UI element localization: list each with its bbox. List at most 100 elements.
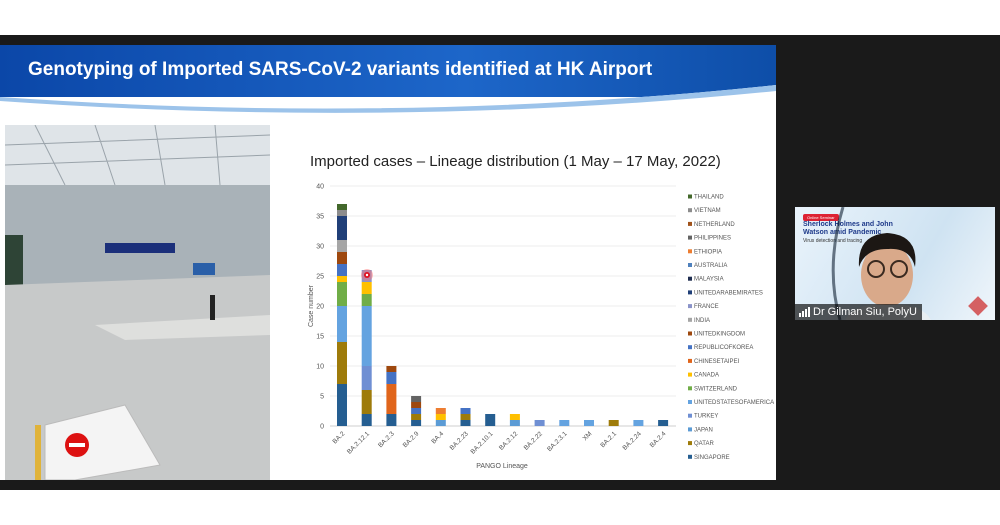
legend-label: SWITZERLAND — [694, 386, 738, 392]
x-tick-label: BA.2.12.1 — [346, 430, 371, 455]
legend-label: REPUBLICOFKOREA — [694, 345, 753, 351]
bar-segment — [633, 420, 644, 426]
bar-segment — [411, 408, 422, 414]
y-tick-label: 5 — [320, 394, 324, 401]
x-tick-label: BA.4 — [430, 430, 445, 445]
bar-segment — [337, 342, 347, 384]
x-tick-label: BA.2.3.1 — [546, 430, 569, 453]
background-badge: Online Seminar — [803, 214, 839, 221]
legend-label: CHINESETAIPEI — [694, 359, 740, 365]
bar-segment — [337, 210, 347, 216]
bar-segment — [559, 420, 570, 426]
legend-label: INDIA — [694, 318, 710, 324]
legend-swatch — [688, 413, 692, 418]
legend-label: NETHERLAND — [694, 222, 735, 228]
legend-label: UNITEDARABEMIRATES — [694, 290, 763, 296]
legend-swatch — [688, 194, 692, 199]
legend-label: PHILIPPINES — [694, 236, 731, 242]
bar-segment — [411, 396, 422, 402]
legend-label: UNITEDSTATESOFAMERICA — [694, 400, 774, 406]
legend-swatch — [688, 400, 692, 404]
bar-segment — [361, 282, 372, 294]
background-subtitle: Virus detection and tracing — [803, 238, 863, 244]
x-tick-label: BA.2 — [331, 430, 346, 445]
bar-segment — [337, 252, 347, 264]
legend-swatch — [688, 249, 692, 254]
bar-segment — [509, 420, 520, 426]
y-tick-label: 30 — [316, 244, 324, 251]
background-title: Sherlock Holmes and John Watson amid Pan… — [803, 221, 893, 236]
legend-swatch — [688, 317, 692, 322]
bar-segment — [608, 420, 619, 426]
bar-segment — [435, 408, 446, 414]
y-tick-label: 20 — [316, 304, 324, 311]
legend-label: TURKEY — [694, 414, 718, 420]
x-tick-label: BA.2.22 — [523, 430, 545, 452]
bar-segment — [509, 414, 520, 420]
bar-segment — [460, 414, 471, 420]
bar-segment — [534, 420, 545, 426]
bar-segment — [435, 420, 446, 426]
legend-swatch — [688, 427, 692, 432]
bar-segment — [658, 420, 669, 426]
legend-label: FRANCE — [694, 304, 719, 310]
bar-segment — [337, 216, 347, 240]
legend-label: SINGAPORE — [694, 455, 730, 461]
bar-segment — [411, 420, 422, 426]
legend-swatch — [688, 304, 692, 309]
bar-segment — [460, 420, 471, 426]
x-tick-label: BA.2.23 — [449, 430, 471, 452]
bar-segment — [361, 306, 372, 366]
signal-strength-icon — [799, 307, 810, 317]
participant-name: Dr Gilman Siu, PolyU — [813, 306, 917, 318]
bar-segment — [361, 414, 372, 426]
legend-label: ETHIOPIA — [694, 249, 722, 255]
bar-segment — [361, 390, 372, 414]
legend-label: JAPAN — [694, 427, 713, 433]
bar-segment — [460, 408, 471, 414]
bar-segment — [386, 414, 397, 426]
legend-swatch — [688, 208, 692, 213]
bar-segment — [337, 384, 347, 426]
legend-swatch — [688, 454, 692, 459]
bar-segment — [386, 366, 397, 372]
header-swoosh — [0, 85, 776, 125]
legend-swatch — [688, 331, 692, 336]
legend-swatch — [688, 386, 692, 391]
y-tick-label: 15 — [316, 334, 324, 341]
bar-segment — [361, 366, 372, 390]
cursor-pointer — [361, 269, 373, 281]
bar-segment — [386, 372, 397, 384]
legend-swatch — [688, 276, 692, 281]
bar-segment — [361, 294, 372, 306]
bar-segment — [337, 276, 347, 282]
participant-name-label: Dr Gilman Siu, PolyU — [795, 304, 922, 320]
slide-title: Genotyping of Imported SARS-CoV-2 varian… — [28, 59, 653, 80]
bar-segment — [337, 264, 347, 276]
x-axis-label: PANGO Lineage — [476, 463, 528, 470]
bar-segment — [386, 384, 397, 414]
x-tick-label: BA.2.3 — [377, 430, 396, 449]
y-tick-label: 0 — [320, 424, 324, 431]
y-tick-label: 25 — [316, 274, 324, 281]
bar-segment — [337, 282, 347, 306]
x-tick-label: BA.2.1 — [599, 430, 618, 449]
chart-title: Imported cases – Lineage distribution (1… — [310, 153, 721, 170]
x-tick-label: BA.2.9 — [402, 430, 421, 449]
legend-label: MALAYSIA — [694, 277, 724, 283]
legend-swatch — [688, 345, 692, 350]
y-axis-label: Case number — [308, 284, 315, 327]
bar-segment — [337, 306, 347, 342]
slide-header-band — [0, 45, 776, 97]
x-tick-label: BA.2.4 — [649, 430, 668, 449]
legend-swatch — [688, 441, 692, 446]
participant-video-tile[interactable]: Online Seminar Sherlock Holmes and John … — [795, 207, 995, 320]
x-tick-label: BA.2.24 — [622, 430, 644, 452]
bar-segment — [411, 402, 422, 408]
bar-segment — [485, 414, 496, 426]
bar-segment — [411, 414, 422, 420]
y-tick-label: 35 — [316, 214, 324, 221]
legend-swatch — [688, 290, 692, 295]
bar-segment — [337, 240, 347, 252]
